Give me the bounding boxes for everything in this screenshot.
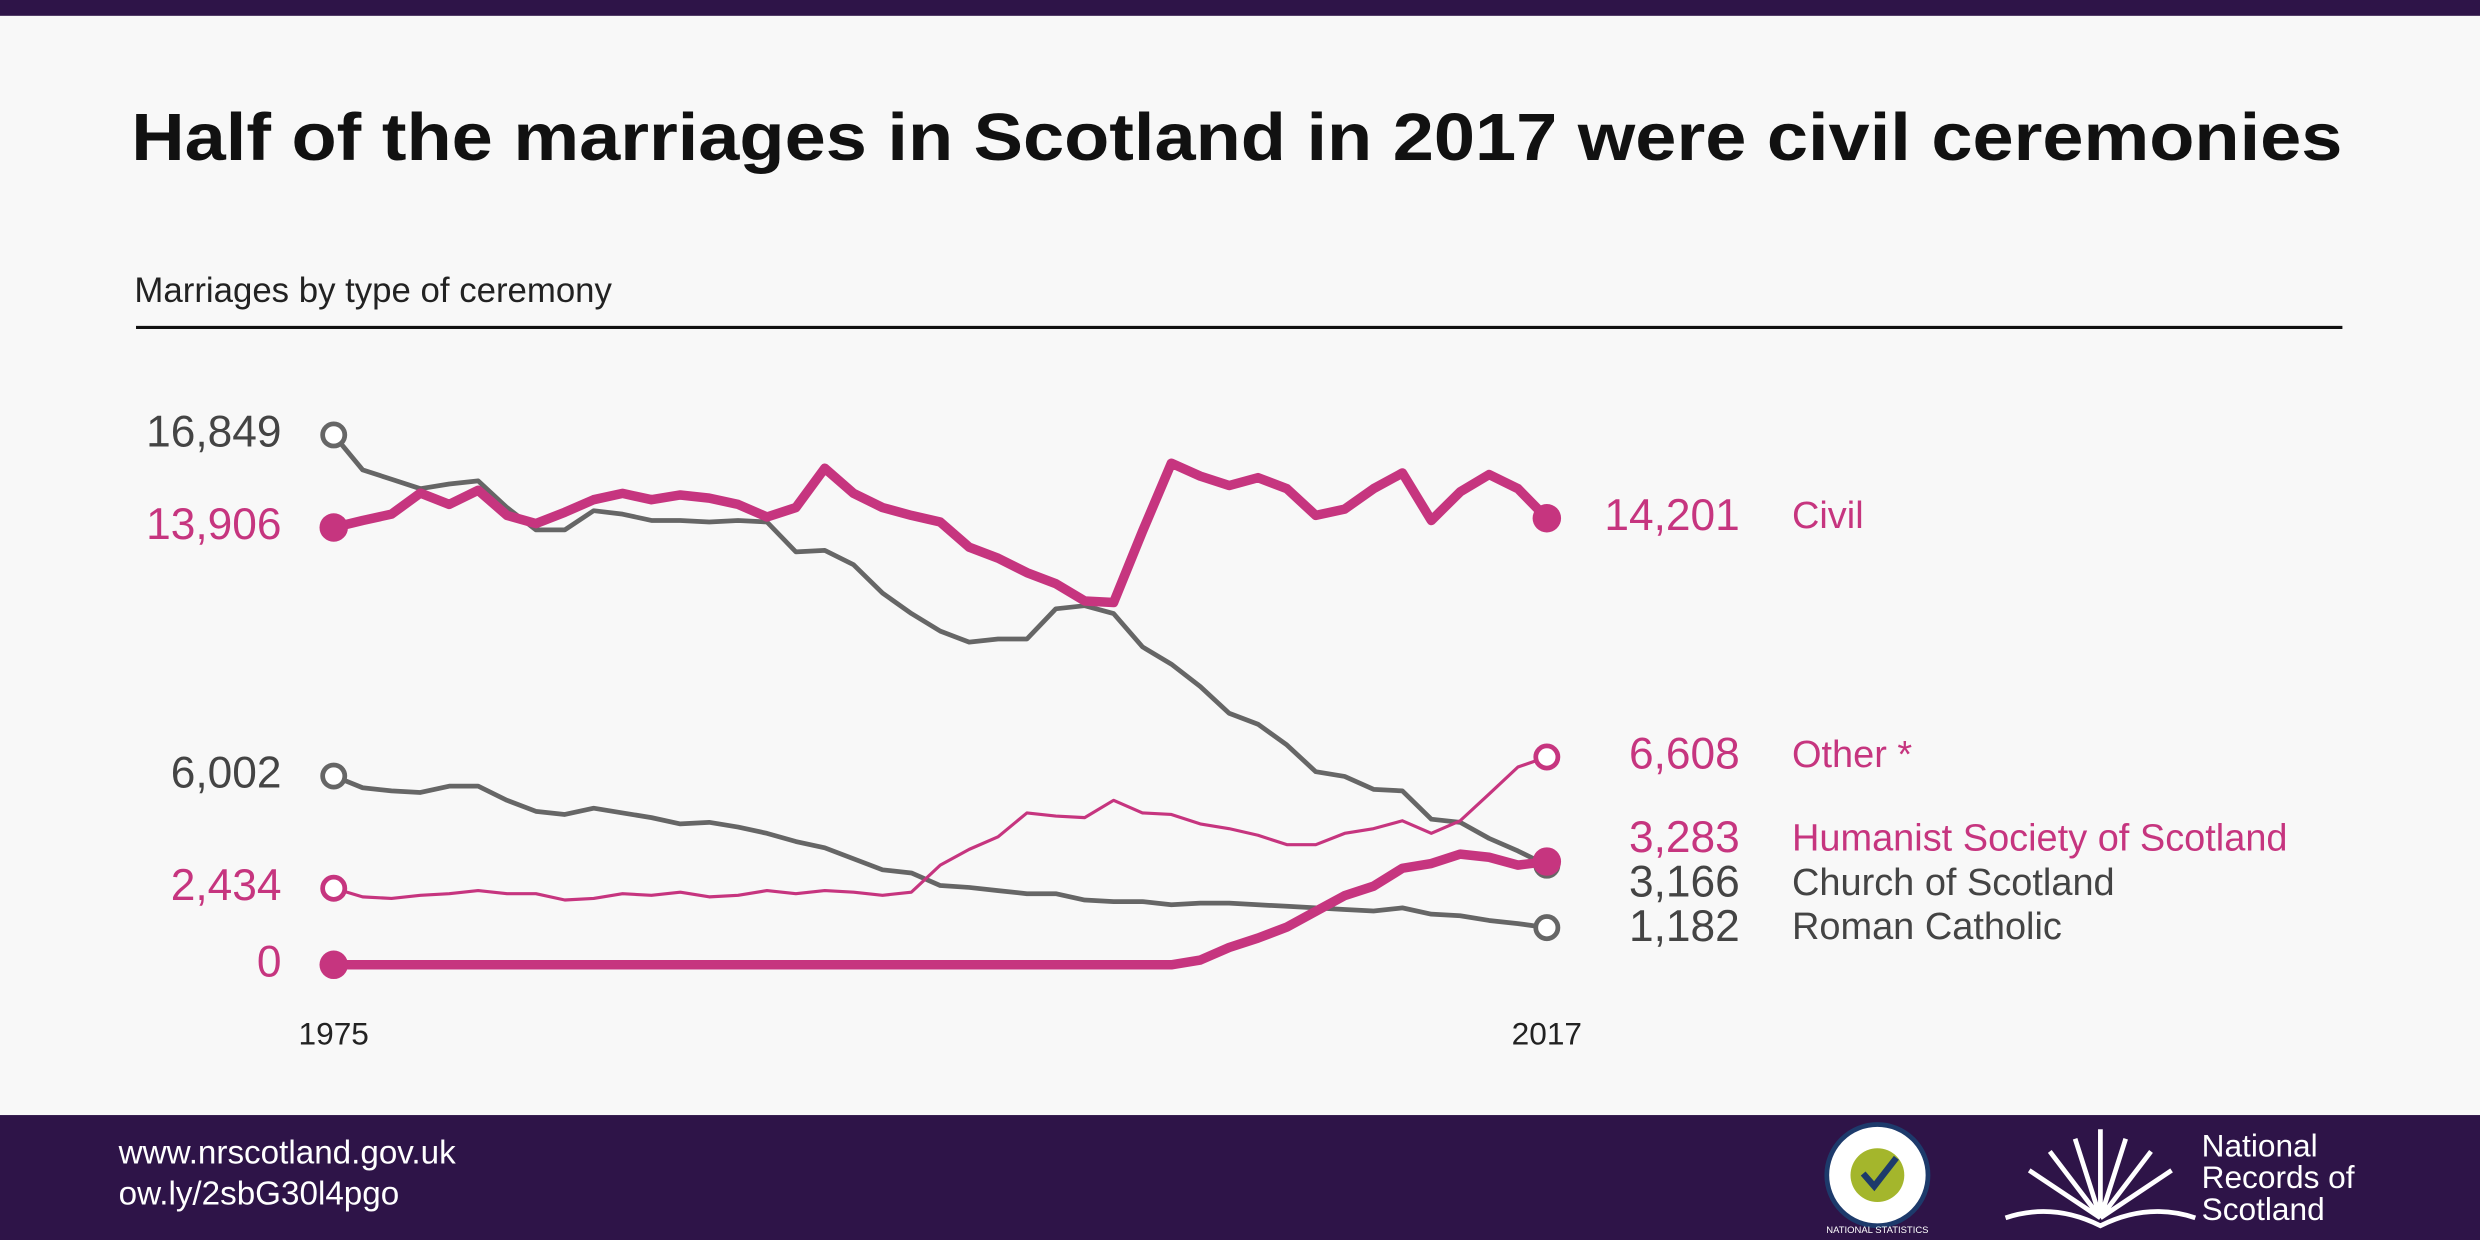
legend-label: Other * bbox=[1792, 734, 1912, 776]
legend-label: Church of Scotland bbox=[1792, 862, 2115, 904]
end-marker bbox=[320, 762, 348, 790]
chart-subtitle: Marriages by type of ceremony bbox=[134, 272, 612, 310]
series-line bbox=[333, 755, 1548, 902]
nrs-logo bbox=[2004, 1129, 2197, 1229]
nrs-logo-text: National bbox=[2202, 1128, 2318, 1164]
plot: 1975 2017 16,849 6,002 2,434 0 13,906 3,166 Chur… bbox=[146, 408, 2287, 1052]
end-marker bbox=[320, 421, 348, 449]
end-label: 14,201 bbox=[1604, 491, 1739, 540]
end-marker bbox=[1532, 503, 1562, 533]
legend-label: Humanist Society of Scotland bbox=[1792, 818, 2288, 860]
end-marker bbox=[1533, 743, 1561, 771]
end-label: 3,283 bbox=[1629, 813, 1740, 862]
nrs-logo-text: Records of bbox=[2202, 1159, 2355, 1195]
end-marker bbox=[320, 874, 348, 902]
end-marker bbox=[319, 950, 348, 980]
end-label: 3,166 bbox=[1629, 858, 1740, 907]
end-label: 1,182 bbox=[1629, 902, 1740, 951]
start-label: 13,906 bbox=[146, 500, 281, 549]
start-label: 2,434 bbox=[171, 861, 282, 910]
footer-link[interactable]: www.nrscotland.gov.uk bbox=[118, 1134, 457, 1171]
end-marker bbox=[1532, 847, 1562, 876]
legend-label: Roman Catholic bbox=[1792, 906, 2062, 948]
ns-logo-text: NATIONAL STATISTICS bbox=[1826, 1225, 1928, 1236]
x-tick-label: 2017 bbox=[1512, 1015, 1582, 1051]
series-line bbox=[332, 773, 1548, 930]
top-bar bbox=[0, 0, 2480, 16]
ns-logo: NATIONAL STATISTICS bbox=[1824, 1122, 1931, 1236]
series-line bbox=[333, 849, 1548, 970]
end-label: 6,608 bbox=[1629, 730, 1740, 779]
end-marker bbox=[319, 513, 348, 542]
series-line bbox=[332, 458, 1551, 608]
chart-title: Half of the marriages in Scotland in 201… bbox=[131, 101, 2342, 175]
footer-link[interactable]: ow.ly/2sbG30l4pgo bbox=[119, 1175, 400, 1212]
legend-label: Civil bbox=[1792, 495, 1864, 537]
x-tick-label: 1975 bbox=[299, 1015, 369, 1051]
start-label: 6,002 bbox=[171, 749, 282, 798]
end-marker bbox=[1533, 914, 1561, 942]
series-line bbox=[331, 433, 1548, 868]
nrs-logo-text: Scotland bbox=[2202, 1191, 2325, 1227]
footer-bar bbox=[0, 1115, 2480, 1240]
start-label: 0 bbox=[257, 937, 282, 986]
start-label: 16,849 bbox=[146, 408, 281, 457]
